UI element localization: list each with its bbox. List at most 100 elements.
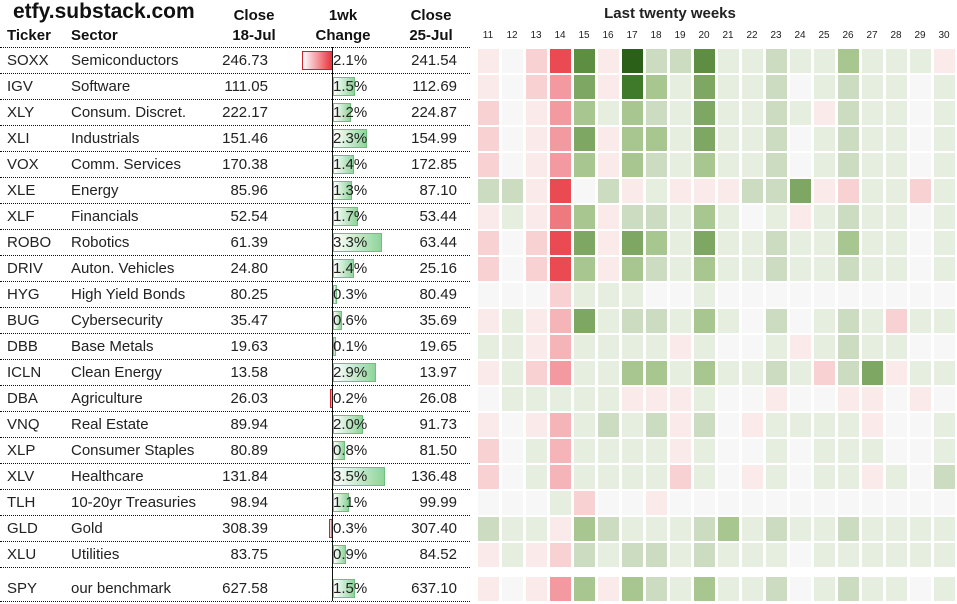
change-cell: 2.0% <box>333 412 403 437</box>
change-bar <box>333 77 356 96</box>
close-curr-cell: 241.54 <box>411 52 457 69</box>
heatmap-cell <box>886 179 907 203</box>
heatmap-cell <box>886 439 907 463</box>
table-row: XLE Energy 85.96 87.10 1.3% <box>0 178 470 203</box>
heatmap-cell <box>550 257 571 281</box>
heatmap-cell <box>502 49 523 73</box>
heatmap-cell <box>622 101 643 125</box>
heatmap-cell <box>526 283 547 307</box>
heatmap-cell <box>550 309 571 333</box>
heatmap-cell <box>910 335 931 359</box>
change-axis <box>332 47 333 601</box>
heatmap-cell <box>670 101 691 125</box>
heatmap-cell <box>790 387 811 411</box>
heatmap-cell <box>718 127 739 151</box>
heatmap-cell <box>814 361 835 385</box>
close-curr-cell: 112.69 <box>412 78 457 95</box>
heatmap-cell <box>838 205 859 229</box>
heatmap-cell <box>502 205 523 229</box>
heatmap-cell <box>742 257 763 281</box>
heatmap-cell <box>814 387 835 411</box>
heatmap-cell <box>694 465 715 489</box>
heatmap-cell <box>790 465 811 489</box>
ticker-cell: SPY <box>7 580 38 597</box>
heatmap-cell <box>574 543 595 567</box>
sector-cell: Healthcare <box>71 468 144 485</box>
weeks-title: Last twenty weeks <box>604 5 736 22</box>
row-divider <box>0 73 470 74</box>
heatmap-cell <box>934 577 955 601</box>
heatmap-cell <box>670 309 691 333</box>
heatmap-cell <box>550 101 571 125</box>
change-label: 0.1% <box>333 338 368 355</box>
heatmap-cell <box>622 577 643 601</box>
close-curr-cell: 307.40 <box>411 520 457 537</box>
heatmap-cell <box>742 75 763 99</box>
ticker-cell: DRIV <box>7 260 43 277</box>
heatmap-cell <box>838 361 859 385</box>
sector-cell: Clean Energy <box>71 364 162 381</box>
change-bar <box>333 467 385 486</box>
heatmap-cell <box>478 491 499 515</box>
change-label: 0.3% <box>333 520 368 537</box>
header-divider <box>0 47 470 48</box>
heatmap-cell <box>598 387 619 411</box>
heatmap-cell <box>646 413 667 437</box>
heatmap-cell <box>646 335 667 359</box>
heatmap-cell <box>934 413 955 437</box>
header-change-line1: 1wk <box>328 7 358 24</box>
heatmap-cell <box>574 491 595 515</box>
close-prev-cell: 111.05 <box>224 78 268 95</box>
table-row: GLD Gold 308.39 307.40 0.3% <box>0 516 470 541</box>
heatmap-cell <box>814 439 835 463</box>
change-bar <box>333 545 347 564</box>
heatmap-cell <box>670 127 691 151</box>
change-cell: 2.9% <box>333 360 403 385</box>
heatmap-cell <box>526 101 547 125</box>
close-prev-cell: 26.03 <box>230 390 268 407</box>
ticker-cell: VOX <box>7 156 39 173</box>
change-label: 0.8% <box>333 442 368 459</box>
heatmap-cell <box>622 127 643 151</box>
sector-cell: Auton. Vehicles <box>71 260 175 277</box>
header-sector: Sector <box>71 27 118 44</box>
heatmap-cell <box>910 49 931 73</box>
heatmap-cell <box>502 465 523 489</box>
heatmap-cell <box>862 205 883 229</box>
heatmap-cell <box>646 49 667 73</box>
sector-cell: our benchmark <box>71 580 172 597</box>
heatmap-cell <box>766 257 787 281</box>
row-divider <box>0 411 470 412</box>
heatmap-cell <box>742 309 763 333</box>
change-cell: 0.8% <box>333 438 403 463</box>
heatmap-cell <box>910 517 931 541</box>
heatmap-cell <box>838 49 859 73</box>
heatmap-cell <box>814 491 835 515</box>
heatmap-cell <box>718 75 739 99</box>
ticker-cell: VNQ <box>7 416 40 433</box>
change-label: 0.6% <box>333 312 368 329</box>
week-label: 23 <box>770 30 782 41</box>
heatmap-cell <box>790 543 811 567</box>
heatmap-cell <box>670 465 691 489</box>
heatmap-cell <box>742 179 763 203</box>
close-curr-cell: 63.44 <box>419 234 457 251</box>
row-divider <box>0 281 470 282</box>
heatmap-cell <box>934 205 955 229</box>
week-label: 21 <box>722 30 734 41</box>
heatmap-cell <box>574 257 595 281</box>
heatmap-cell <box>838 231 859 255</box>
heatmap-cell <box>670 257 691 281</box>
heatmap-cell <box>886 491 907 515</box>
change-bar <box>333 493 350 512</box>
week-label: 29 <box>914 30 926 41</box>
heatmap-cell <box>622 179 643 203</box>
sector-cell: Robotics <box>71 234 130 251</box>
change-cell: 0.9% <box>333 542 403 567</box>
heatmap-cell <box>574 75 595 99</box>
heatmap-cell <box>718 491 739 515</box>
change-label: 1.4% <box>333 156 368 173</box>
ticker-cell: ROBO <box>7 234 52 251</box>
change-bar <box>333 181 353 200</box>
heatmap-cell <box>694 309 715 333</box>
